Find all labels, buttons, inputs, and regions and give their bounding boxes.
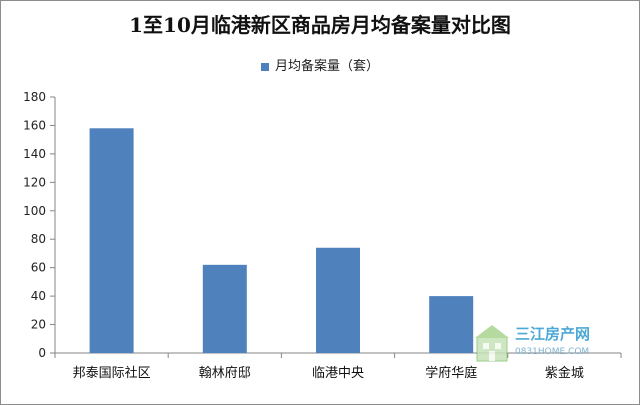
y-tick-label: 0 xyxy=(38,346,46,360)
y-tick-label: 80 xyxy=(31,232,46,246)
x-category-label: 翰林府邸 xyxy=(199,366,251,381)
watermark-url: 0831HOME.COM xyxy=(515,347,590,357)
legend: 月均备案量（套） xyxy=(1,55,639,74)
watermark-logo: 三江房产网 0831HOME.COM xyxy=(475,323,591,365)
y-tick-label: 20 xyxy=(31,318,46,332)
chart-title: 1至10月临港新区商品房月均备案量对比图 xyxy=(129,13,511,37)
x-category-label: 紫金城 xyxy=(545,365,584,381)
y-tick-label: 40 xyxy=(31,289,46,303)
y-tick-label: 100 xyxy=(23,204,46,218)
y-tick-label: 160 xyxy=(23,118,46,132)
legend-label: 月均备案量（套） xyxy=(274,59,379,74)
house-logo-icon xyxy=(475,325,509,362)
bar xyxy=(429,296,474,353)
x-category-label: 邦泰国际社区 xyxy=(73,365,151,381)
x-category-label: 临港中央 xyxy=(312,366,364,381)
bar xyxy=(202,264,247,353)
legend-swatch xyxy=(260,62,269,71)
y-tick-label: 120 xyxy=(23,175,46,189)
bar xyxy=(89,128,134,353)
watermark-text: 三江房产网 xyxy=(515,325,591,343)
y-tick-label: 140 xyxy=(23,147,46,161)
x-category-label: 学府华庭 xyxy=(425,365,477,381)
bar xyxy=(316,247,360,353)
y-tick-label: 180 xyxy=(23,90,46,104)
y-tick-label: 60 xyxy=(31,261,46,275)
